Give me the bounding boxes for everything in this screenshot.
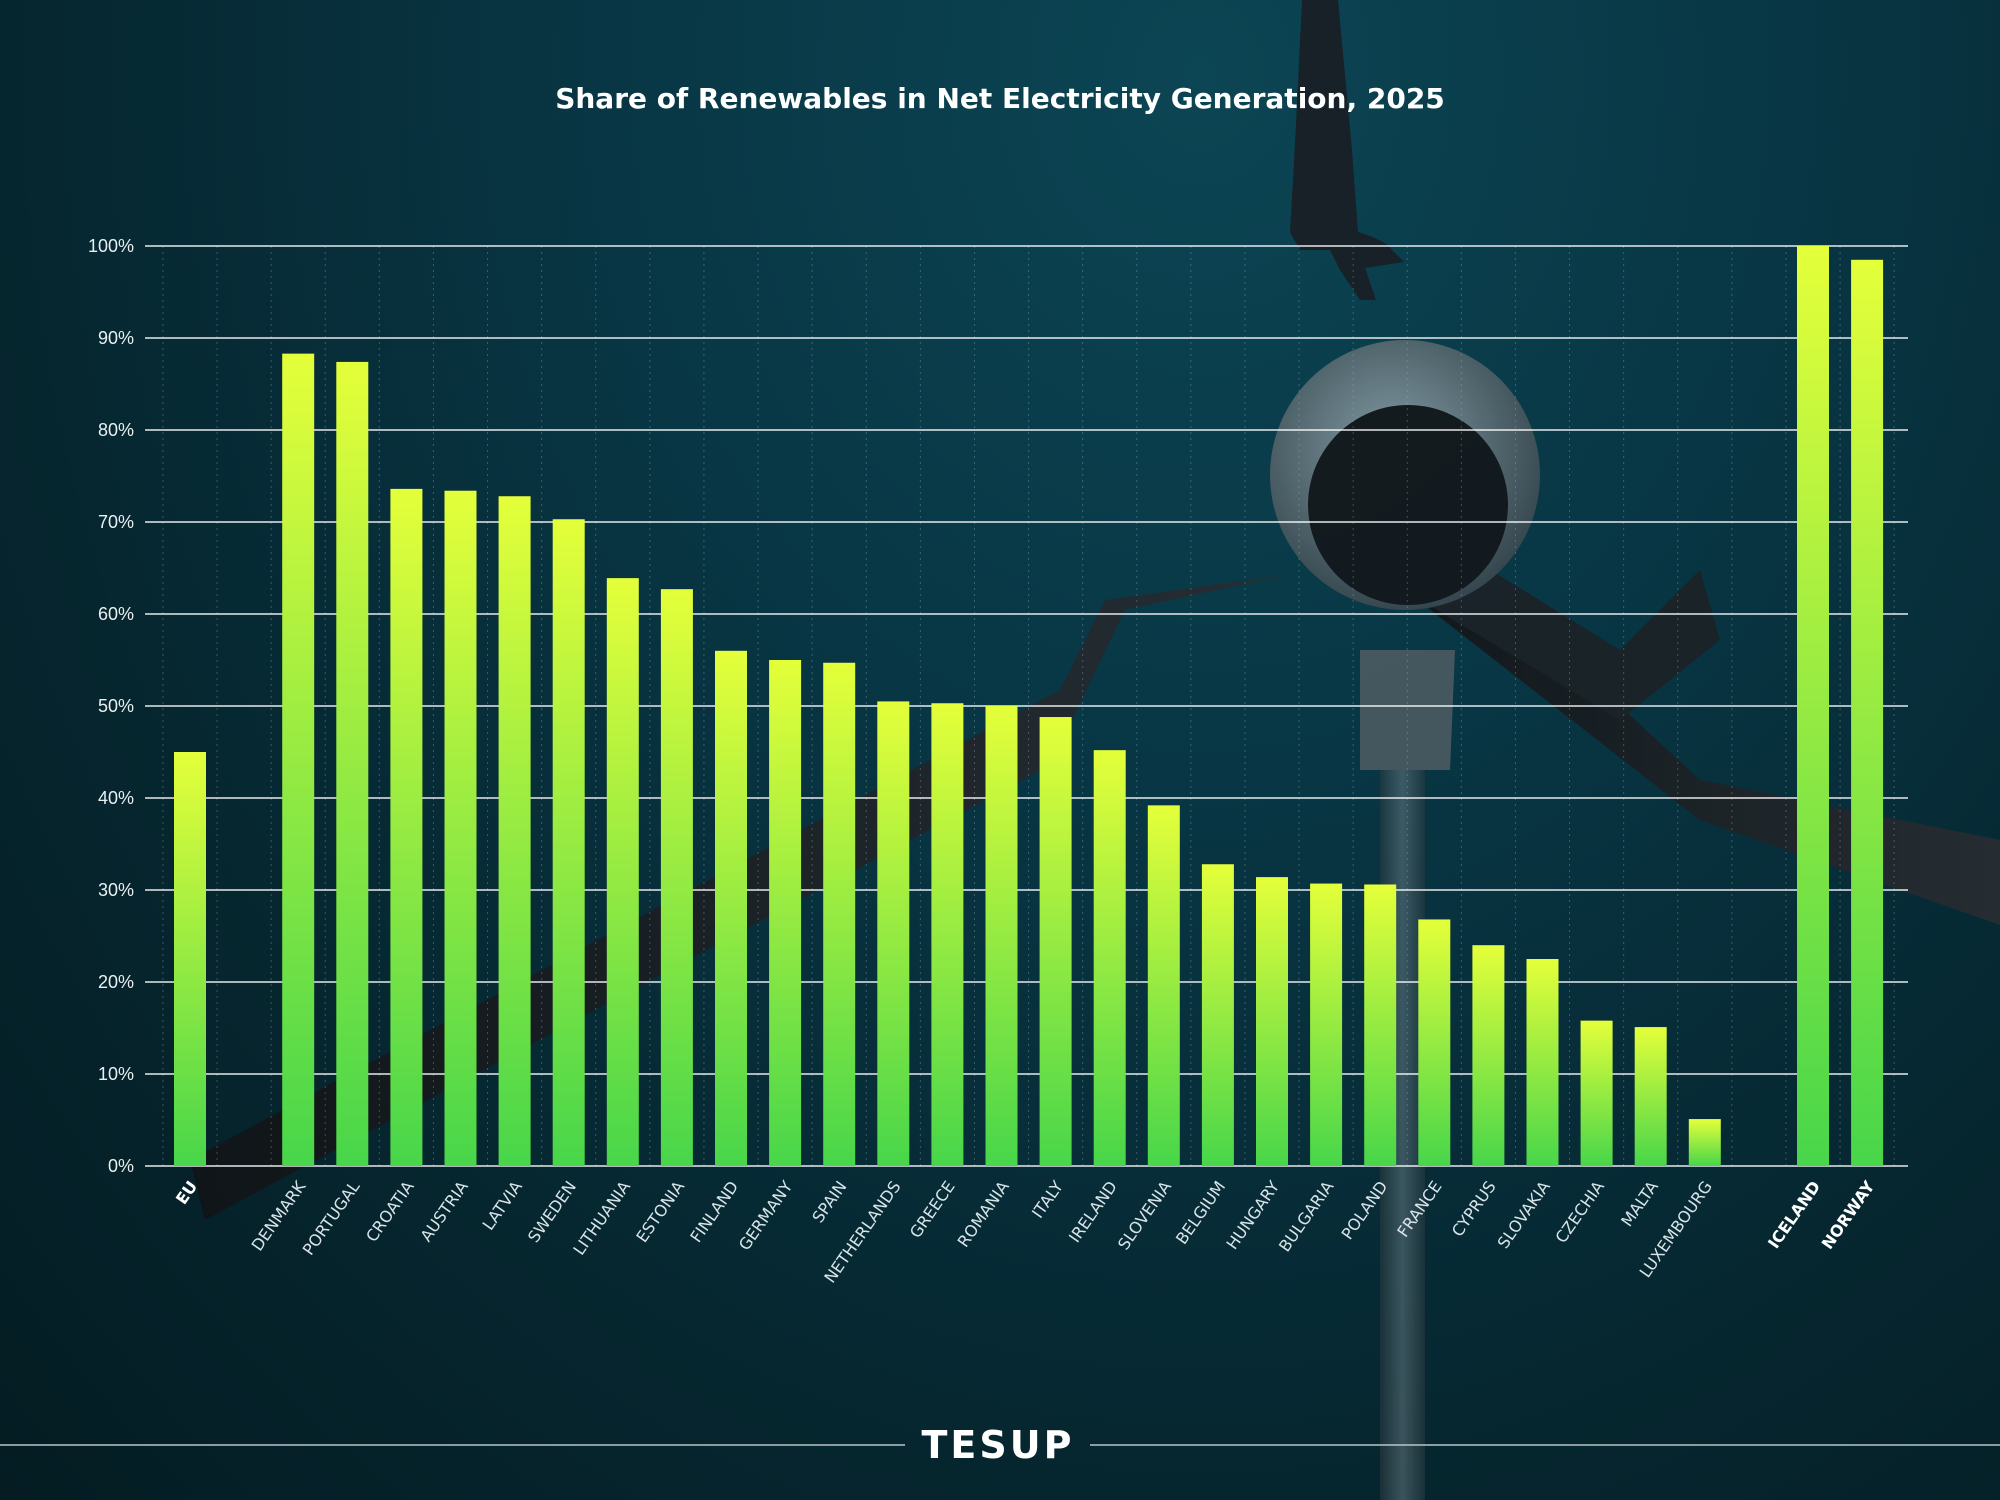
bar-cyprus [1472, 945, 1505, 1166]
bar-italy [1039, 717, 1072, 1166]
bar-estonia [660, 589, 693, 1166]
y-tick-label: 0% [108, 1156, 134, 1176]
x-tick-label-romania: ROMANIA [954, 1177, 1013, 1250]
x-tick-label-slovenia: SLOVENIA [1114, 1177, 1175, 1253]
y-tick-label: 60% [98, 604, 134, 624]
bar-netherlands [877, 701, 910, 1166]
bar-poland [1364, 884, 1397, 1166]
bar-czechia [1580, 1020, 1613, 1166]
x-tick-label-finland: FINLAND [686, 1177, 742, 1246]
x-tick-label-hungary: HUNGARY [1222, 1177, 1283, 1253]
chart-gridlines [145, 245, 1908, 1167]
bar-portugal [336, 361, 369, 1166]
bar-croatia [390, 488, 423, 1166]
x-tick-label-norway: NORWAY [1818, 1177, 1879, 1253]
y-axis: 0% 10% 20% 30% 40% 50% 60% 70% 80% 90% 100% [88, 236, 134, 1176]
y-tick-label: 40% [98, 788, 134, 808]
bar-germany [769, 660, 802, 1166]
bar-greece [931, 703, 964, 1166]
y-tick-label: 80% [98, 420, 134, 440]
chart-title: Share of Renewables in Net Electricity G… [555, 82, 1445, 115]
bar-norway [1851, 259, 1884, 1166]
bar-eu [174, 752, 206, 1166]
x-tick-label-czechia: CZECHIA [1552, 1177, 1608, 1246]
bar-romania [985, 706, 1018, 1166]
bar-belgium [1201, 864, 1234, 1166]
y-tick-label: 50% [98, 696, 134, 716]
bar-luxembourg [1688, 1119, 1721, 1166]
y-tick-label: 20% [98, 972, 134, 992]
bar-finland [715, 650, 747, 1166]
bar-sweden [552, 519, 585, 1166]
x-tick-label-ireland: IRELAND [1065, 1177, 1121, 1246]
y-tick-label: 90% [98, 328, 134, 348]
bar-france [1418, 919, 1451, 1166]
y-tick-label: 10% [98, 1064, 134, 1084]
x-tick-label-belgium: BELGIUM [1172, 1177, 1229, 1247]
x-tick-label-greece: GREECE [906, 1177, 959, 1241]
x-tick-label-bulgaria: BULGARIA [1275, 1177, 1337, 1255]
x-tick-label-sweden: SWEDEN [524, 1177, 580, 1246]
bar-slovenia [1147, 805, 1180, 1166]
x-tick-label-latvia: LATVIA [479, 1177, 526, 1233]
x-tick-label-slovakia: SLOVAKIA [1494, 1177, 1554, 1252]
x-tick-label-iceland: ICELAND [1764, 1177, 1824, 1252]
y-tick-label: 100% [88, 236, 134, 256]
x-tick-label-cyprus: CYPRUS [1448, 1177, 1500, 1240]
x-tick-label-austria: AUSTRIA [416, 1177, 471, 1245]
bar-spain [823, 662, 856, 1166]
bar-malta [1634, 1027, 1667, 1166]
bar-lithuania [606, 578, 639, 1166]
chart-bars [174, 246, 1884, 1167]
x-tick-label-spain: SPAIN [808, 1177, 850, 1226]
x-tick-label-croatia: CROATIA [362, 1177, 418, 1245]
y-tick-label: 30% [98, 880, 134, 900]
bar-slovakia [1526, 959, 1559, 1166]
footer: TESUP [0, 1423, 2000, 1467]
bar-bulgaria [1310, 883, 1343, 1166]
bar-iceland [1797, 246, 1829, 1166]
x-tick-label-italy: ITALY [1028, 1177, 1067, 1221]
brand-logo: TESUP [922, 1423, 1075, 1467]
x-tick-label-germany: GERMANY [735, 1177, 797, 1254]
bar-hungary [1256, 877, 1288, 1166]
bar-ireland [1093, 750, 1126, 1166]
x-tick-label-estonia: ESTONIA [632, 1177, 688, 1246]
bar-austria [444, 490, 477, 1167]
y-tick-label: 70% [98, 512, 134, 532]
x-tick-label-malta: MALTA [1617, 1177, 1662, 1230]
bar-denmark [282, 353, 315, 1166]
bar-latvia [498, 496, 531, 1166]
